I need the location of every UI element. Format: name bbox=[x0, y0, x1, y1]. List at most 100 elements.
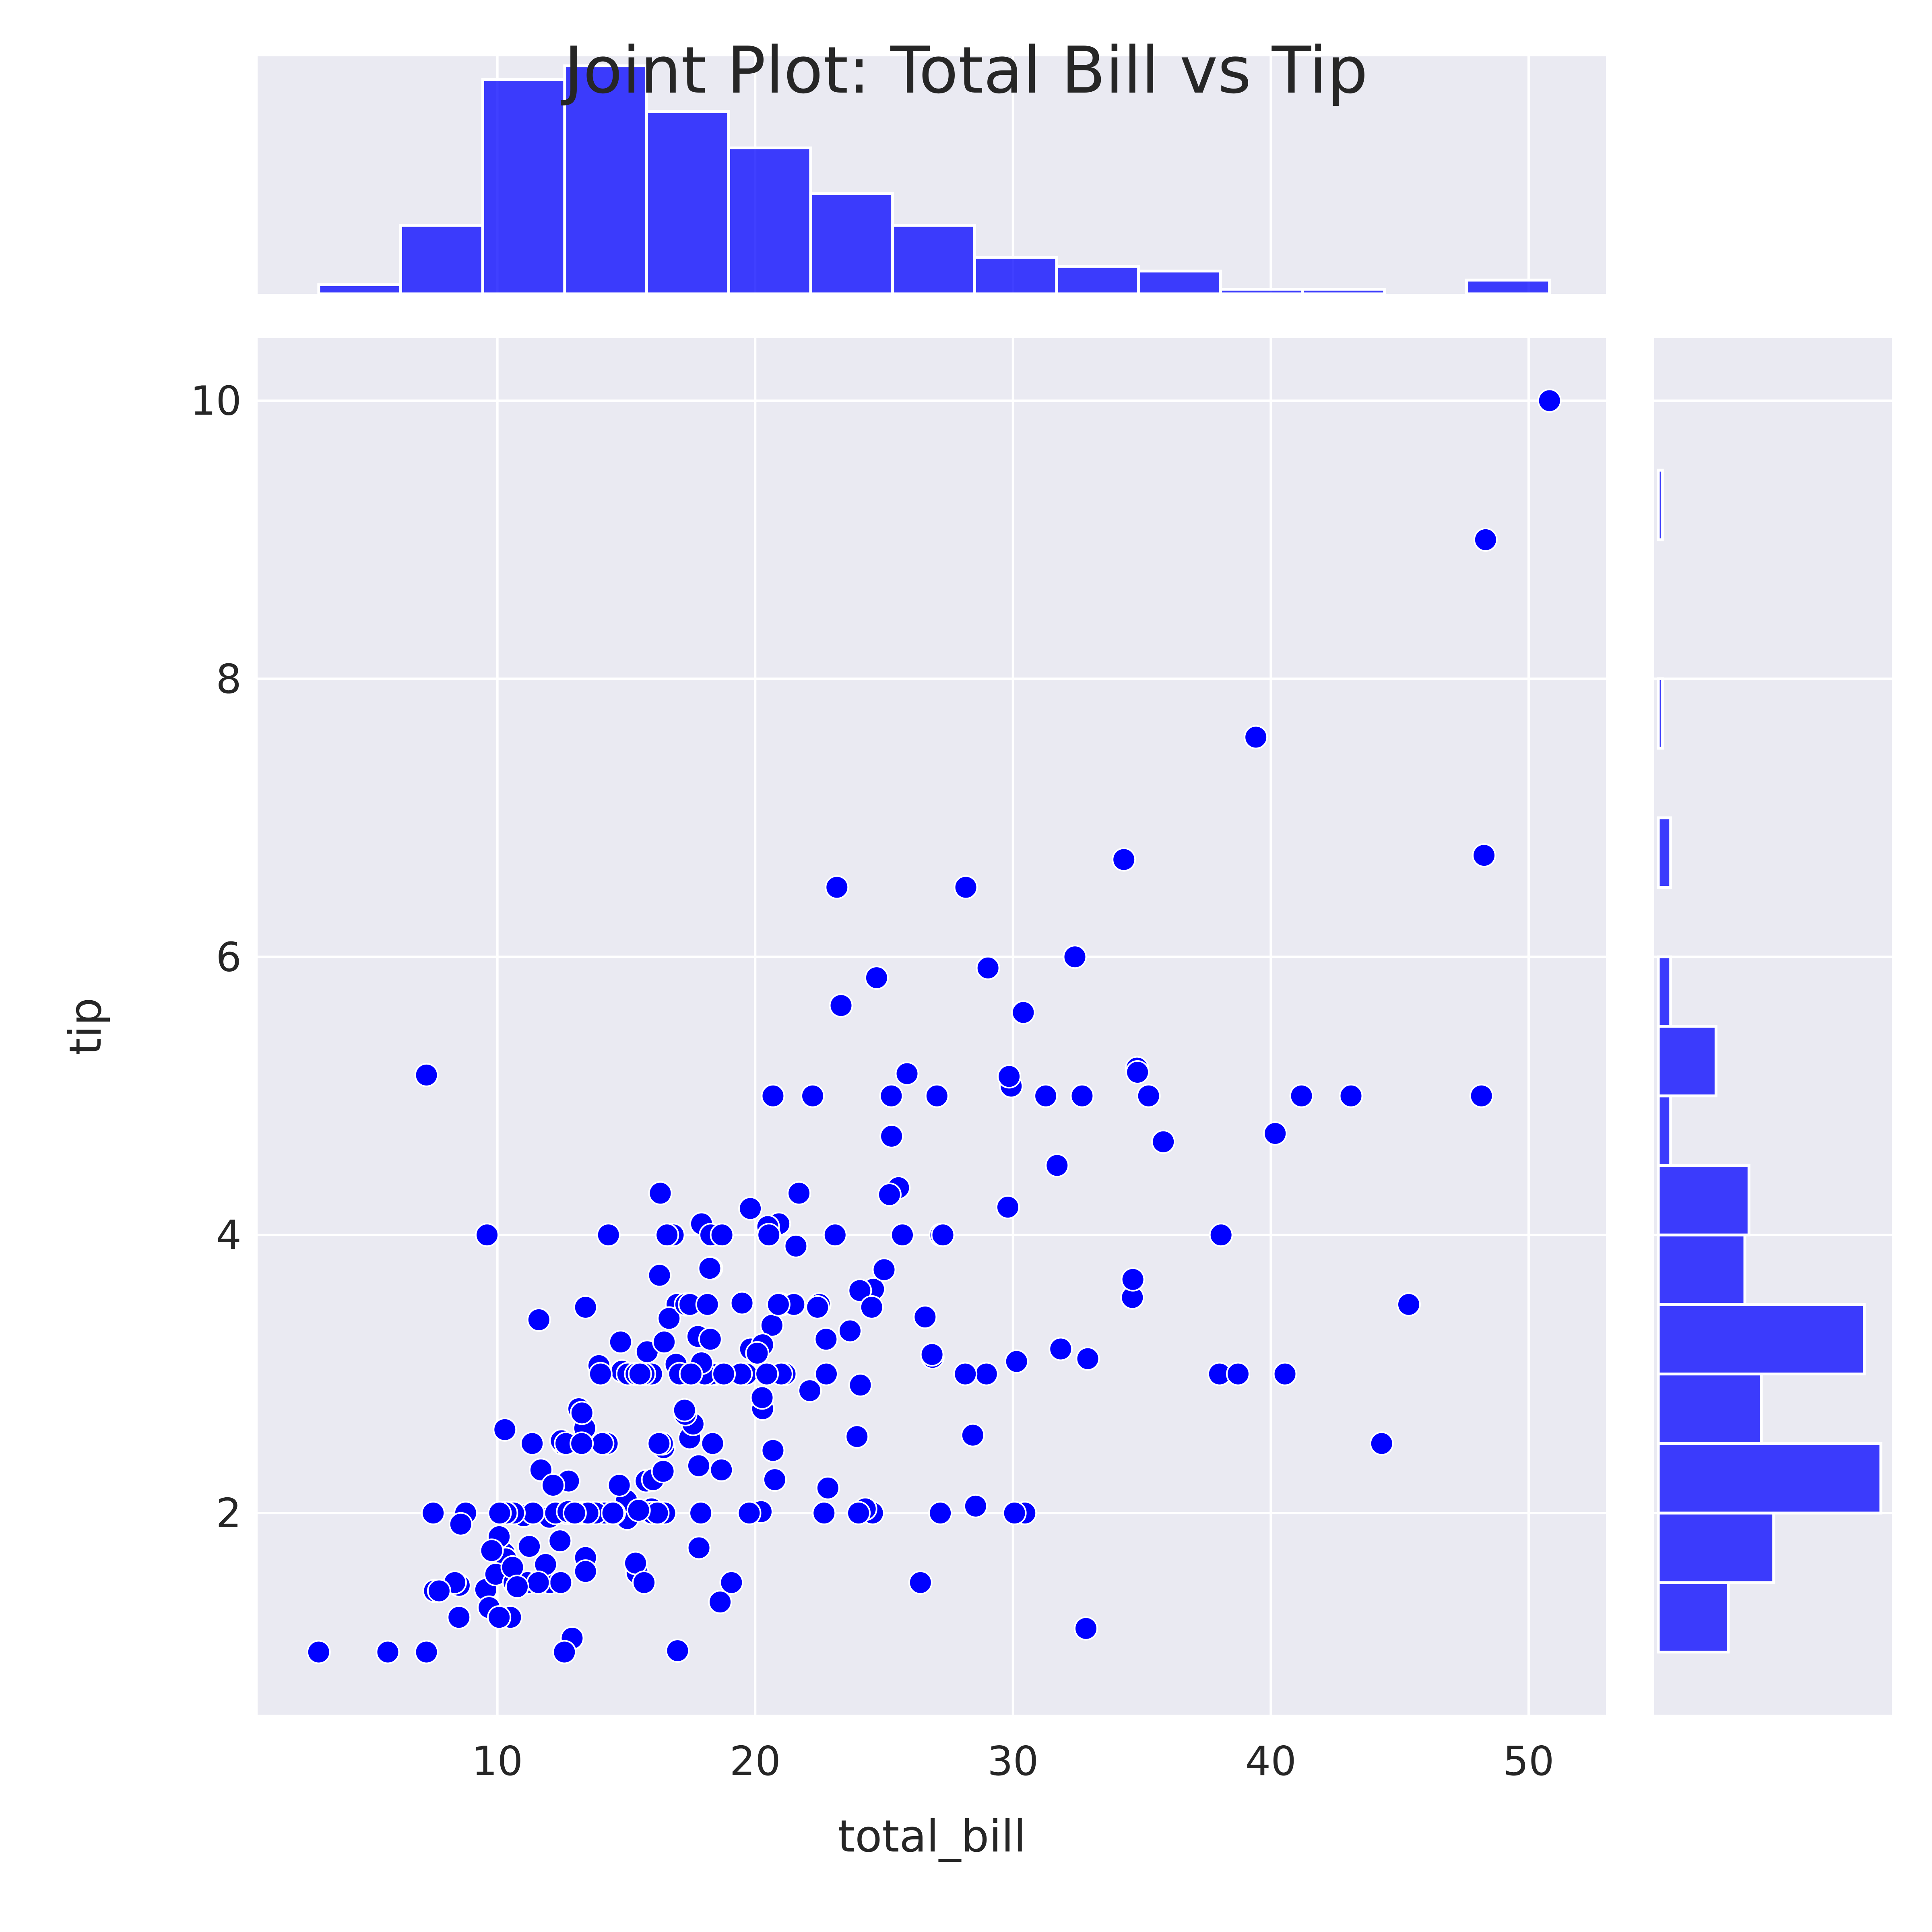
scatter-point bbox=[1273, 1362, 1297, 1386]
y-tick-label: 2 bbox=[216, 1490, 242, 1537]
scatter-point bbox=[588, 1362, 613, 1386]
scatter-point bbox=[738, 1196, 763, 1221]
scatter-point bbox=[845, 1424, 869, 1449]
scatter-point bbox=[647, 1431, 671, 1456]
scatter-point bbox=[520, 1431, 545, 1456]
right-marginal-axes bbox=[1654, 338, 1892, 1715]
scatter-point bbox=[1473, 527, 1498, 552]
scatter-point bbox=[846, 1501, 871, 1525]
scatter-point bbox=[877, 1183, 902, 1207]
scatter-point bbox=[829, 993, 853, 1018]
right-histogram-bar bbox=[1657, 1511, 1775, 1584]
x-tick-label: 30 bbox=[987, 1738, 1038, 1785]
scatter-point bbox=[526, 1307, 551, 1332]
scatter-point bbox=[505, 1575, 530, 1599]
scatter-point bbox=[1045, 1153, 1069, 1178]
scatter-point bbox=[1125, 1060, 1150, 1084]
scatter-point bbox=[686, 1453, 711, 1478]
scatter-point bbox=[698, 1256, 722, 1281]
scatter-point bbox=[895, 1061, 919, 1086]
scatter-point bbox=[848, 1373, 873, 1397]
scatter-point bbox=[647, 1263, 672, 1288]
top-histogram-bar bbox=[1301, 288, 1386, 295]
scatter-point bbox=[447, 1605, 471, 1630]
scatter-point bbox=[879, 1084, 904, 1108]
right-histogram-bar bbox=[1657, 1442, 1882, 1515]
scatter-point bbox=[1002, 1501, 1027, 1525]
scatter-point bbox=[695, 1292, 720, 1317]
scatter-point bbox=[913, 1305, 937, 1329]
top-histogram-bar bbox=[1137, 269, 1222, 295]
scatter-point bbox=[655, 1223, 679, 1247]
scatter-point bbox=[475, 1223, 500, 1247]
right-histogram-bar bbox=[1657, 1233, 1746, 1306]
scatter-point bbox=[931, 1223, 955, 1247]
right-histogram-bar bbox=[1657, 469, 1664, 541]
scatter-point bbox=[698, 1327, 722, 1352]
scatter-point bbox=[479, 1538, 504, 1563]
top-marginal-axes bbox=[258, 56, 1606, 295]
y-tick-label: 10 bbox=[190, 377, 242, 424]
x-tick-label: 50 bbox=[1503, 1738, 1554, 1785]
scatter-point bbox=[414, 1640, 439, 1664]
scatter-point bbox=[1339, 1084, 1363, 1108]
scatter-point bbox=[925, 1084, 949, 1108]
scatter-point bbox=[838, 1319, 862, 1343]
scatter-point bbox=[573, 1559, 598, 1584]
scatter-point bbox=[1063, 945, 1087, 969]
right-histogram-bar bbox=[1657, 677, 1664, 750]
scatter-point bbox=[864, 966, 889, 990]
scatter-point bbox=[757, 1223, 781, 1247]
top-histogram-bars bbox=[317, 64, 1551, 295]
scatter-point bbox=[679, 1362, 703, 1386]
scatter-point bbox=[784, 1234, 808, 1258]
scatter-point bbox=[700, 1431, 725, 1456]
scatter-point bbox=[1209, 1223, 1233, 1247]
scatter-point bbox=[730, 1291, 754, 1315]
scatter-point bbox=[548, 1529, 572, 1553]
scatter-point bbox=[657, 1306, 681, 1331]
top-histogram-bar bbox=[645, 110, 730, 295]
top-histogram-bar bbox=[891, 224, 976, 295]
scatter-point bbox=[1469, 1084, 1494, 1108]
top-histogram-bar bbox=[1055, 265, 1140, 295]
scatter-point bbox=[596, 1223, 621, 1247]
scatter-point bbox=[552, 1640, 577, 1664]
scatter-point bbox=[787, 1181, 811, 1205]
right-histogram-bar bbox=[1657, 1094, 1672, 1167]
scatter-point bbox=[805, 1295, 830, 1319]
right-histogram-bar bbox=[1657, 1303, 1866, 1376]
right-histogram-bars bbox=[1657, 469, 1882, 1654]
scatter-point bbox=[601, 1501, 625, 1525]
x-tick-label: 40 bbox=[1245, 1738, 1296, 1785]
joint-plot-area bbox=[258, 338, 1606, 1715]
top-histogram-bar bbox=[727, 147, 812, 295]
scatter-point bbox=[761, 1438, 785, 1463]
scatter-point bbox=[954, 875, 978, 900]
scatter-point bbox=[908, 1570, 933, 1595]
scatter-point bbox=[750, 1385, 774, 1410]
right-histogram-bar bbox=[1657, 1025, 1717, 1098]
scatter-point bbox=[766, 1292, 791, 1317]
scatter-point bbox=[761, 1084, 785, 1108]
scatter-point bbox=[1049, 1337, 1073, 1361]
top-histogram-bar bbox=[1465, 279, 1551, 295]
y-tick-label: 4 bbox=[216, 1212, 242, 1259]
chart-title: Joint Plot: Total Bill vs Tip bbox=[560, 33, 1368, 108]
scatter-point bbox=[607, 1473, 632, 1497]
scatter-point bbox=[825, 875, 849, 900]
scatter-point bbox=[1244, 725, 1268, 749]
scatter-point bbox=[689, 1501, 713, 1525]
x-axis-label: total_bill bbox=[838, 1810, 1026, 1862]
scatter-point bbox=[710, 1223, 734, 1247]
scatter-point bbox=[1121, 1267, 1145, 1292]
scatter-point bbox=[1004, 1349, 1029, 1374]
y-tick-label: 8 bbox=[216, 655, 242, 702]
scatter-point bbox=[815, 1476, 840, 1500]
scatter-point bbox=[879, 1124, 904, 1148]
scatter-point bbox=[814, 1327, 838, 1352]
x-tick-label: 20 bbox=[730, 1738, 781, 1785]
scatter-point bbox=[963, 1494, 988, 1518]
scatter-point bbox=[665, 1639, 690, 1663]
